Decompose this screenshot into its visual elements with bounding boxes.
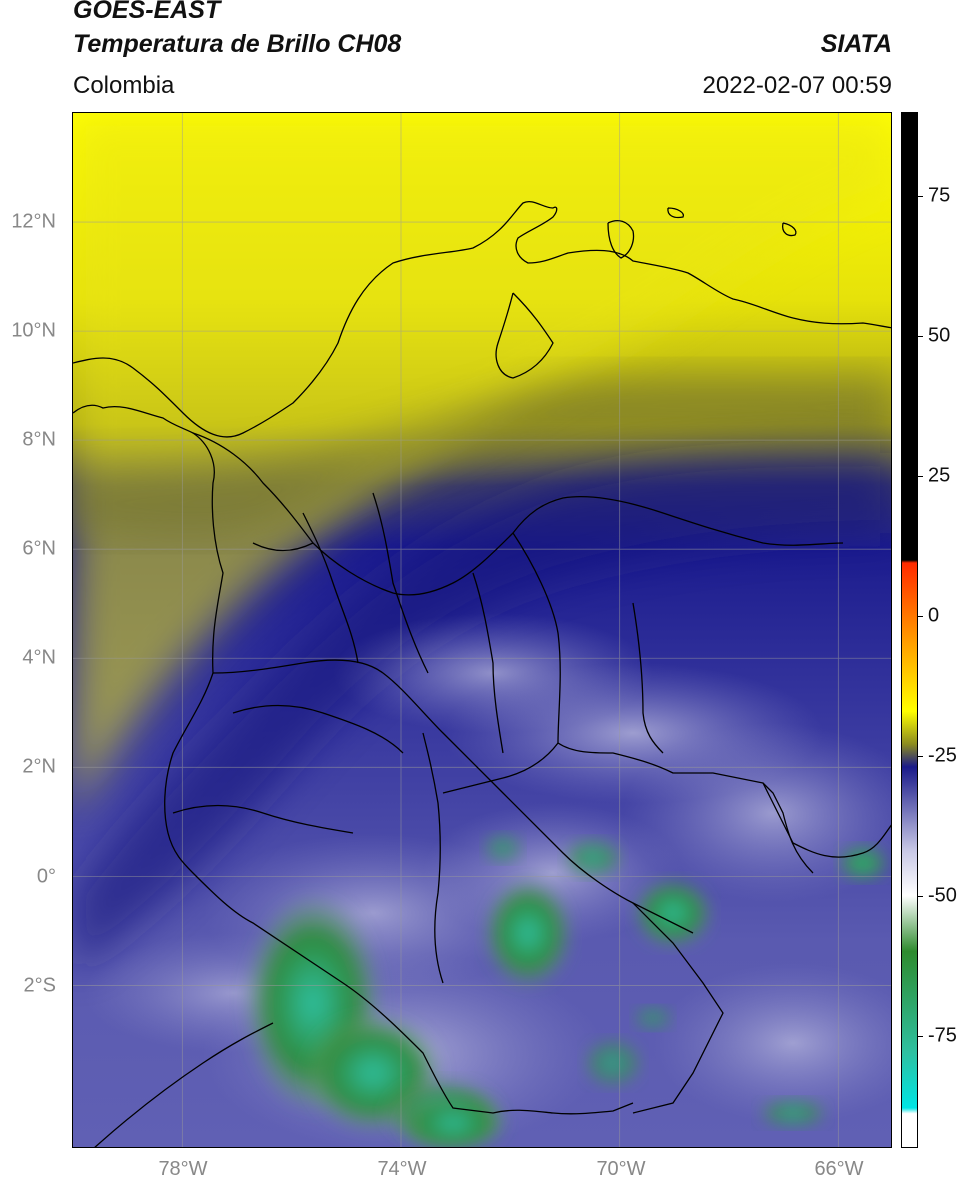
lon-label: 78°W xyxy=(158,1158,208,1180)
lat-label: 2°S xyxy=(23,974,56,997)
colorbar-tick xyxy=(918,896,923,897)
colorbar-tick xyxy=(918,476,923,477)
lat-label: 8°N xyxy=(22,428,56,451)
lon-label: 66°W xyxy=(814,1158,864,1180)
colorbar-tick-label: -50 xyxy=(928,884,957,907)
lat-label: 12°N xyxy=(11,210,56,233)
colorbar-tick xyxy=(918,756,923,757)
colorbar-tick-label: -75 xyxy=(928,1024,957,1047)
map-title-line2: Temperatura de Brillo CH08 xyxy=(73,30,402,58)
organization-label: SIATA xyxy=(820,30,892,58)
region-label: Colombia xyxy=(73,72,175,99)
colorbar-tick xyxy=(918,616,923,617)
map-title-line1: GOES-EAST xyxy=(73,0,221,24)
colorbar-tick-label: 50 xyxy=(928,324,951,347)
timestamp-label: 2022-02-07 00:59 xyxy=(702,72,893,99)
colorbar-tick-label: 25 xyxy=(928,464,951,487)
colorbar-tick-label: -25 xyxy=(928,744,957,767)
colorbar-tick xyxy=(918,196,923,197)
colorbar-tick xyxy=(918,336,923,337)
lat-label: 10°N xyxy=(11,319,56,342)
lon-label: 70°W xyxy=(596,1158,646,1180)
satellite-map[interactable] xyxy=(72,112,892,1148)
lat-label: 4°N xyxy=(22,646,56,669)
lat-label: 2°N xyxy=(22,755,56,778)
borders-coastlines xyxy=(73,201,891,1147)
graticule-lines xyxy=(73,113,891,1147)
lat-label: 0° xyxy=(36,865,56,888)
brightness-temperature-image xyxy=(73,113,891,1147)
colorbar-tick xyxy=(918,1036,923,1037)
lon-label: 74°W xyxy=(377,1158,427,1180)
temperature-colorbar xyxy=(901,112,918,1148)
lat-label: 6°N xyxy=(22,537,56,560)
colorbar-tick-label: 0 xyxy=(928,604,940,627)
colorbar-tick-label: 75 xyxy=(928,184,951,207)
